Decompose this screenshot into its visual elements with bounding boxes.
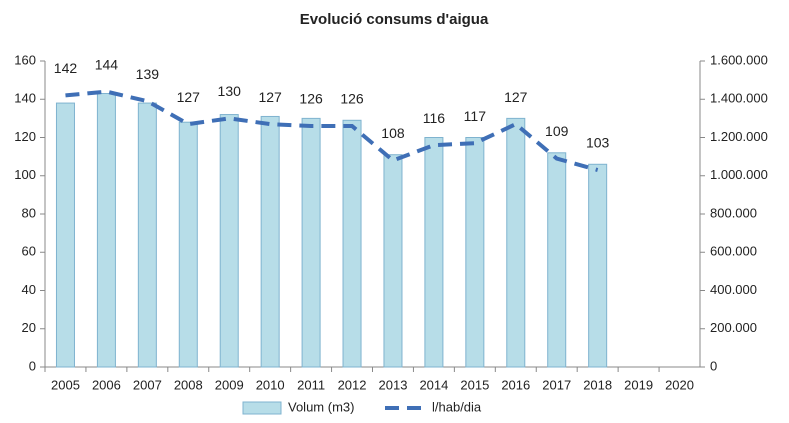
label-bg bbox=[377, 125, 408, 144]
y-tick-label: 40 bbox=[22, 282, 36, 297]
bar bbox=[55, 102, 75, 368]
bar bbox=[178, 121, 198, 368]
data-label: 103 bbox=[586, 135, 610, 151]
x-tick-label: 2019 bbox=[624, 377, 653, 392]
x-tick-label: 2014 bbox=[419, 377, 448, 392]
label-bg bbox=[132, 66, 163, 85]
data-label: 109 bbox=[545, 123, 569, 139]
x-tick-label: 2012 bbox=[338, 377, 367, 392]
x-tick-label: 2018 bbox=[583, 377, 612, 392]
label-bg bbox=[173, 89, 204, 108]
label-bg bbox=[296, 91, 327, 110]
bar bbox=[547, 152, 567, 368]
data-label: 108 bbox=[381, 125, 405, 141]
data-label: 116 bbox=[423, 110, 446, 126]
y2-tick-label: 400.000 bbox=[710, 282, 757, 297]
label-bg bbox=[255, 89, 286, 108]
label-bg bbox=[500, 89, 531, 108]
y-tick-label: 120 bbox=[14, 129, 36, 144]
x-tick-label: 2009 bbox=[215, 377, 244, 392]
label-bg bbox=[50, 60, 81, 79]
line bbox=[65, 89, 599, 172]
y2-tick-label: 200.000 bbox=[710, 320, 757, 335]
y2-tick-label: 1.600.000 bbox=[710, 52, 768, 67]
y2-tick-label: 1.400.000 bbox=[710, 91, 768, 106]
x-tick-label: 2005 bbox=[51, 377, 80, 392]
bar bbox=[96, 93, 116, 368]
data-label: 127 bbox=[504, 89, 528, 105]
x-tick-label: 2013 bbox=[379, 377, 408, 392]
y-tick-label: 160 bbox=[14, 52, 36, 67]
x-tick-label: 2016 bbox=[501, 377, 530, 392]
y-tick-label: 80 bbox=[22, 205, 36, 220]
data-label: 126 bbox=[299, 91, 323, 107]
legend-label: Volum (m3) bbox=[288, 399, 354, 414]
y-tick-label: 100 bbox=[14, 167, 36, 182]
label-bg bbox=[541, 123, 572, 142]
label-bg bbox=[459, 108, 490, 127]
bar bbox=[383, 154, 403, 368]
y2-tick-label: 1.000.000 bbox=[710, 167, 768, 182]
label-bg bbox=[582, 135, 613, 154]
data-label: 127 bbox=[258, 89, 282, 105]
y2-tick-label: 800.000 bbox=[710, 205, 757, 220]
data-label: 144 bbox=[95, 56, 119, 72]
y-tick-label: 140 bbox=[14, 91, 36, 106]
bar bbox=[137, 102, 157, 368]
chart-title: Evolució consums d'aigua bbox=[300, 11, 489, 28]
bar bbox=[424, 137, 444, 368]
label-bg bbox=[214, 83, 245, 102]
label-bg bbox=[418, 110, 449, 129]
legend-swatch bbox=[242, 401, 282, 415]
y-tick-label: 20 bbox=[22, 320, 36, 335]
y2-tick-label: 600.000 bbox=[710, 244, 757, 259]
label-bg bbox=[337, 91, 368, 110]
x-tick-label: 2015 bbox=[460, 377, 489, 392]
x-tick-label: 2017 bbox=[542, 377, 571, 392]
data-label: 126 bbox=[340, 91, 364, 107]
bar bbox=[588, 163, 608, 368]
x-tick-label: 2010 bbox=[256, 377, 285, 392]
bar bbox=[219, 114, 239, 368]
bar bbox=[465, 137, 485, 368]
legend-label: l/hab/dia bbox=[432, 399, 482, 414]
bar bbox=[506, 117, 526, 368]
y2-tick-label: 1.200.000 bbox=[710, 129, 768, 144]
x-tick-label: 2007 bbox=[133, 377, 162, 392]
data-label: 127 bbox=[177, 89, 201, 105]
y-tick-label: 60 bbox=[22, 244, 36, 259]
data-label: 130 bbox=[218, 83, 242, 99]
x-tick-label: 2006 bbox=[92, 377, 121, 392]
bar bbox=[301, 117, 321, 368]
label-bg bbox=[91, 56, 122, 75]
x-tick-label: 2008 bbox=[174, 377, 203, 392]
y-tick-label: 0 bbox=[29, 358, 36, 373]
y2-tick-label: 0 bbox=[710, 358, 717, 373]
bar bbox=[342, 119, 362, 368]
data-label: 117 bbox=[464, 108, 487, 124]
bar bbox=[260, 115, 280, 368]
data-label: 139 bbox=[136, 66, 160, 82]
x-tick-label: 2020 bbox=[665, 377, 694, 392]
data-label: 142 bbox=[54, 60, 78, 76]
x-tick-label: 2011 bbox=[297, 377, 325, 392]
